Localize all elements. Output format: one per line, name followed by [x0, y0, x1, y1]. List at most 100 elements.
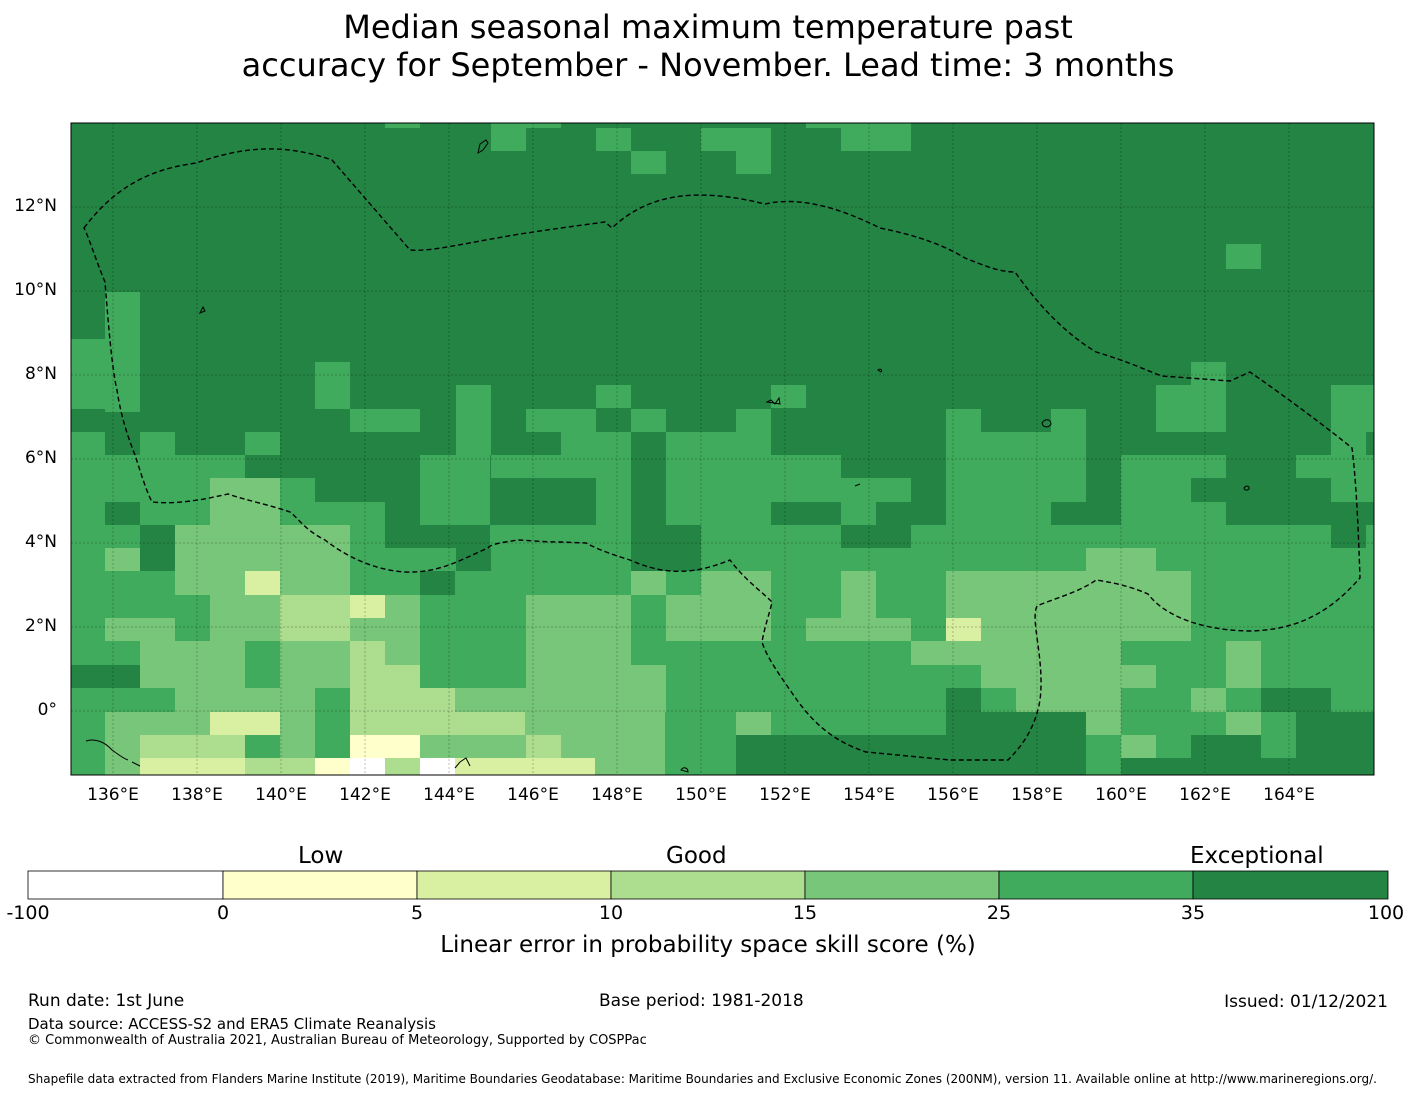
island-chuuk: [765, 396, 781, 405]
grid-cell: [1331, 502, 1366, 548]
island-pohnpei: [1041, 419, 1052, 428]
grid-cell: [71, 665, 140, 688]
grid-cell: [596, 128, 631, 151]
lon-tick: 156°E: [927, 785, 979, 805]
lat-tick: 2°N: [24, 616, 57, 636]
grid-cell: [105, 548, 140, 571]
lon-tick: 142°E: [339, 785, 391, 805]
lat-tick: 10°N: [14, 280, 57, 300]
island-atoll: [877, 368, 883, 373]
grid-cell: [1086, 548, 1156, 571]
grid-cell: [631, 409, 666, 432]
copyright: © Commonwealth of Australia 2021, Austra…: [28, 1033, 647, 1048]
colorbar-segment: [222, 870, 418, 900]
lat-tick: 8°N: [24, 364, 57, 384]
grid-cell: [140, 525, 175, 571]
grid-cell: [315, 362, 350, 409]
colorbar-segment: [610, 870, 806, 900]
colorbar-segment: [27, 870, 224, 900]
lat-tick: 12°N: [14, 196, 57, 216]
grid-cell: [841, 525, 911, 548]
lat-tick: 0°: [37, 700, 57, 720]
grid-cell: [981, 712, 1086, 775]
grid-cell: [631, 571, 666, 595]
lon-tick: 152°E: [759, 785, 811, 805]
grid-cell: [631, 665, 666, 712]
lon-tick: 136°E: [87, 785, 139, 805]
island-mokil: [854, 483, 861, 487]
grid-cell: [1296, 478, 1331, 502]
grid-cell: [771, 455, 841, 502]
grid-cell: [1191, 735, 1261, 758]
grid-cell: [1051, 409, 1086, 455]
grid-cell: [631, 151, 666, 174]
lat-tick: 4°N: [24, 532, 57, 552]
island-small: [680, 767, 689, 773]
grid-cell: [1121, 735, 1156, 758]
grid-cell: [701, 571, 771, 595]
grid-cell: [105, 502, 140, 525]
lon-tick: 144°E: [423, 785, 475, 805]
grid-cell: [841, 478, 876, 525]
grid-cell: [455, 758, 595, 775]
grid-cell: [245, 432, 280, 455]
grid-cell: [1226, 244, 1261, 269]
island-guam: [477, 139, 489, 155]
data-source: Data source: ACCESS-S2 and ERA5 Climate …: [28, 1015, 436, 1033]
grid-cell: [71, 339, 105, 409]
grid-cell: [736, 151, 771, 174]
grid-cell: [526, 735, 561, 758]
colorbar-tick: 15: [792, 902, 818, 924]
colorbar: [27, 870, 1389, 900]
colorbar-segment: [416, 870, 612, 900]
grid-cell: [105, 618, 175, 641]
grid-cell: [631, 525, 701, 571]
grid-cell: [491, 455, 561, 478]
grid-cell: [1121, 758, 1374, 775]
grid-cell: [946, 409, 981, 525]
colorbar-tick: 10: [598, 902, 624, 924]
grid-cell: [420, 758, 455, 775]
colorbar-segment: [1192, 870, 1389, 900]
grid-cell: [736, 712, 771, 735]
grid-cell: [245, 758, 315, 775]
grid-cell: [1121, 665, 1156, 688]
grid-cell: [526, 123, 561, 128]
grid-cell: [701, 128, 771, 151]
lat-tick: 6°N: [24, 448, 57, 468]
grid-cell: [1191, 362, 1226, 385]
gridlines: [71, 123, 1374, 775]
grid-cell: [1226, 712, 1261, 735]
run-date: Run date: 1st June: [28, 991, 185, 1011]
lon-tick: 162°E: [1179, 785, 1231, 805]
colorbar-label: Linear error in probability space skill …: [440, 932, 976, 958]
grid-cell: [245, 571, 280, 595]
grid-cell: [456, 385, 491, 455]
grid-cell: [420, 455, 490, 525]
grid-cell: [1226, 641, 1261, 688]
island-manus: [85, 739, 141, 767]
grid-cell: [596, 432, 631, 525]
grid-cell: [385, 758, 420, 775]
grid-cell: [561, 432, 596, 478]
title-line-2: accuracy for September - November. Lead …: [241, 46, 1175, 84]
colorbar-tick: 35: [1180, 902, 1206, 924]
island-yap: [198, 305, 206, 314]
grid-cell: [71, 197, 105, 292]
colorbar-heading-exceptional: Exceptional: [1190, 843, 1324, 869]
grid-cell: [105, 292, 140, 412]
lon-tick: 150°E: [675, 785, 727, 805]
grid-cell: [385, 665, 420, 735]
lon-tick: 154°E: [843, 785, 895, 805]
islands: [85, 139, 1250, 773]
grid-cell: [526, 595, 631, 688]
grid-cell: [1296, 712, 1374, 758]
grid-cell: [456, 548, 491, 571]
grid-cell: [140, 641, 245, 688]
grid-cell: [526, 409, 596, 432]
grid-cell: [385, 525, 490, 548]
grid-cell: [420, 688, 455, 735]
lon-tick: 160°E: [1095, 785, 1147, 805]
issued-date: Issued: 01/12/2021: [1224, 992, 1388, 1012]
